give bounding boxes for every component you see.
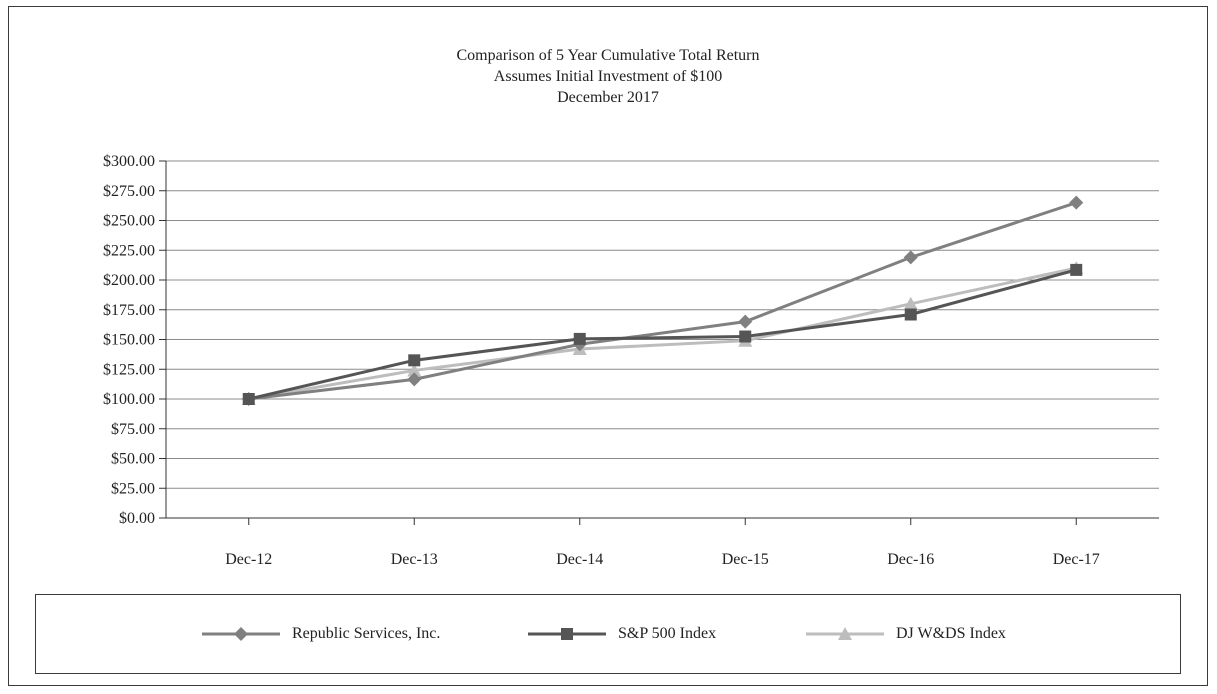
data-point-square xyxy=(739,330,752,343)
y-tick-label: $25.00 xyxy=(111,480,155,497)
x-tick-label: Dec-15 xyxy=(722,551,769,568)
legend-item-sp500: S&P 500 Index xyxy=(528,595,716,673)
x-tick-label: Dec-17 xyxy=(1053,551,1100,568)
legend-swatch-triangle-icon xyxy=(806,627,884,640)
chart-titles: Comparison of 5 Year Cumulative Total Re… xyxy=(9,45,1207,108)
series-line-1 xyxy=(248,268,1077,401)
data-point-square xyxy=(408,354,421,367)
x-tick-label: Dec-13 xyxy=(391,551,438,568)
y-tick-label: $300.00 xyxy=(103,153,155,170)
series-line-2 xyxy=(248,266,1077,401)
data-point-diamond xyxy=(903,250,918,265)
data-point-square xyxy=(1070,263,1083,276)
line-chart-plot: $0.00 $25.00 $50.00 $75.00 $100.00 $125.00 $15… xyxy=(103,153,1159,568)
legend-swatch-square-icon xyxy=(528,628,606,640)
data-point-square xyxy=(573,332,586,345)
data-point-square xyxy=(904,308,917,321)
y-tick-label: $200.00 xyxy=(103,272,155,289)
x-tick-label: Dec-14 xyxy=(556,551,603,568)
series-line-0 xyxy=(248,201,1077,401)
data-point-square xyxy=(242,393,255,405)
y-tick-label: $175.00 xyxy=(103,302,155,319)
y-tick-label: $50.00 xyxy=(111,451,155,468)
legend-swatch-diamond-icon xyxy=(202,627,280,641)
y-tick-label: $250.00 xyxy=(103,213,155,230)
data-point-triangle xyxy=(407,363,422,377)
y-tick-label: $0.00 xyxy=(119,510,155,527)
legend-item-djwds: DJ W&DS Index xyxy=(806,595,1006,673)
chart-subtitle-date: December 2017 xyxy=(557,89,659,106)
x-tick-label: Dec-12 xyxy=(225,551,272,568)
data-point-diamond xyxy=(738,314,753,329)
chart-frame: Comparison of 5 Year Cumulative Total Re… xyxy=(8,6,1208,686)
data-point-diamond xyxy=(1069,195,1084,210)
chart-subtitle: Assumes Initial Investment of $100 xyxy=(493,68,723,85)
y-tick-label: $275.00 xyxy=(103,183,155,200)
data-point-diamond xyxy=(407,372,422,387)
legend-label-republic: Republic Services, Inc. xyxy=(292,625,441,642)
y-tick-label: $150.00 xyxy=(103,332,155,349)
y-tick-label: $125.00 xyxy=(103,361,155,378)
y-tick-label: $75.00 xyxy=(111,421,155,438)
legend-item-republic: Republic Services, Inc. xyxy=(202,595,440,673)
x-tick-label: Dec-16 xyxy=(887,551,934,568)
legend-label-djwds: DJ W&DS Index xyxy=(896,625,1006,642)
y-tick-label: $225.00 xyxy=(103,242,155,259)
legend-label-sp500: S&P 500 Index xyxy=(618,625,717,642)
chart-title: Comparison of 5 Year Cumulative Total Re… xyxy=(456,47,760,64)
data-point-triangle xyxy=(903,296,918,310)
chart-legend: Republic Services, Inc. S&P 500 Index DJ… xyxy=(35,594,1181,674)
y-tick-label: $100.00 xyxy=(103,391,155,408)
